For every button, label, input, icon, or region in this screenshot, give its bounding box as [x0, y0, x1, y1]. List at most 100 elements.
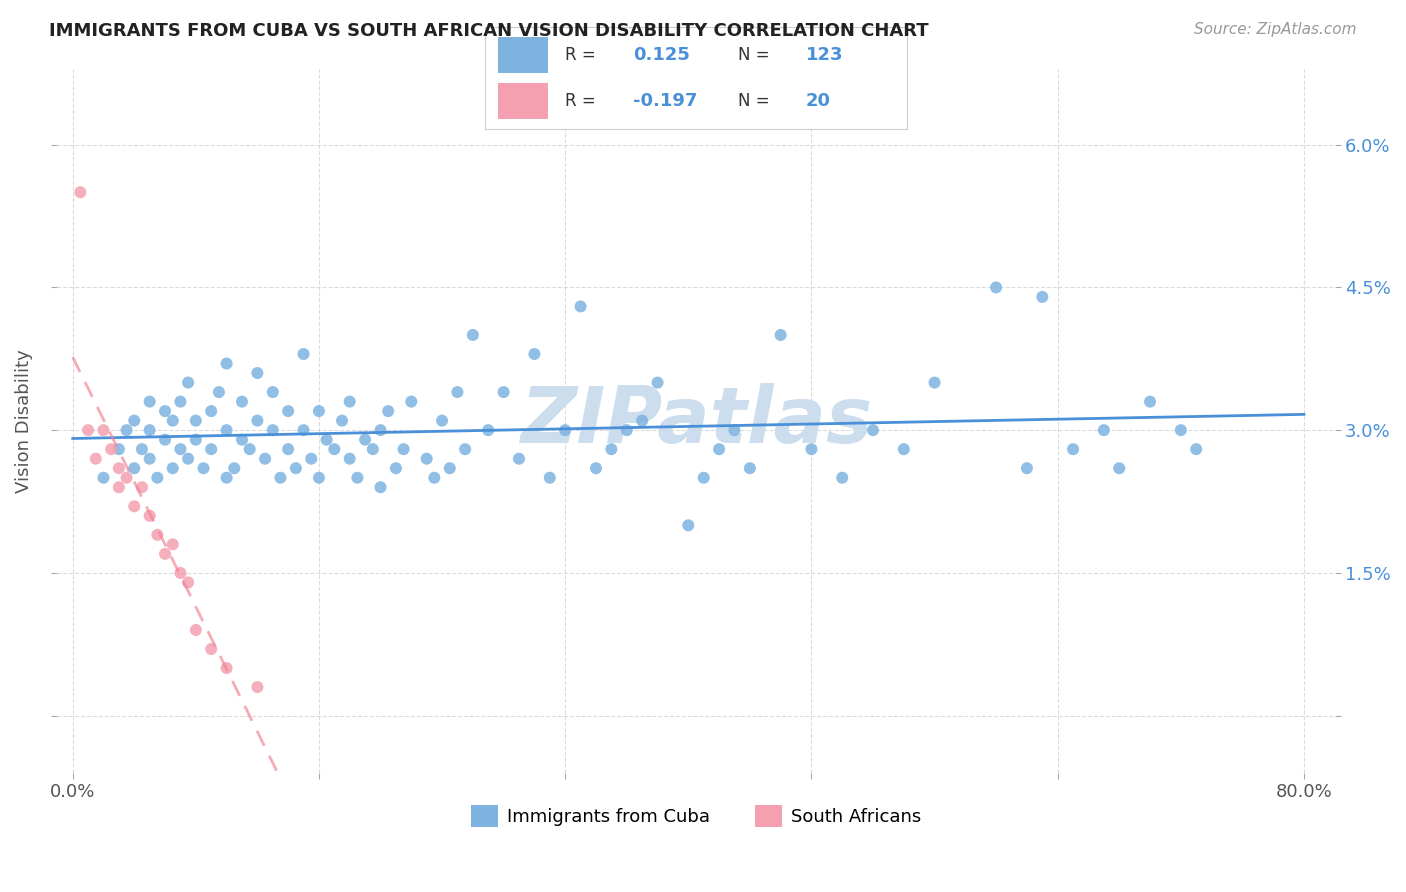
Point [108, 442, 131, 457]
Point [315, 433, 337, 447]
Point [508, 451, 530, 466]
Point [131, 442, 153, 457]
Text: 123: 123 [806, 46, 844, 64]
Point [523, 347, 546, 361]
Point [215, 423, 238, 437]
Point [277, 404, 299, 418]
Point [200, 642, 222, 657]
Point [93, 423, 115, 437]
Point [299, 451, 322, 466]
Point [723, 423, 745, 437]
Point [692, 471, 714, 485]
Point [115, 423, 138, 437]
Point [138, 394, 160, 409]
Point [415, 451, 437, 466]
Point [153, 547, 176, 561]
Point [308, 404, 330, 418]
Point [177, 376, 200, 390]
Bar [498, 37, 548, 73]
Point [461, 328, 484, 343]
Point [585, 461, 607, 475]
Point [162, 461, 184, 475]
Point [177, 451, 200, 466]
Text: N =: N = [738, 46, 769, 64]
Point [893, 442, 915, 457]
Point [77, 423, 100, 437]
Point [162, 537, 184, 551]
Point [108, 461, 131, 475]
Point [423, 471, 446, 485]
Point [193, 461, 215, 475]
Point [339, 394, 361, 409]
Point [401, 394, 423, 409]
Text: -0.197: -0.197 [633, 92, 697, 110]
Point [277, 442, 299, 457]
Point [184, 623, 207, 637]
Point [346, 471, 368, 485]
Point [200, 442, 222, 457]
Point [647, 376, 669, 390]
Point [146, 471, 169, 485]
Point [262, 423, 284, 437]
Point [208, 385, 231, 400]
Point [569, 300, 592, 314]
Point [269, 471, 291, 485]
Point [1108, 461, 1130, 475]
Point [100, 442, 122, 457]
Point [184, 414, 207, 428]
Bar [498, 83, 548, 119]
Legend: Immigrants from Cuba, South Africans: Immigrants from Cuba, South Africans [464, 797, 928, 834]
Y-axis label: Vision Disability: Vision Disability [15, 349, 32, 492]
Point [616, 423, 638, 437]
Point [131, 480, 153, 494]
Point [554, 423, 576, 437]
Point [538, 471, 561, 485]
Point [184, 433, 207, 447]
Point [769, 328, 792, 343]
Point [284, 461, 307, 475]
Point [162, 414, 184, 428]
Point [246, 414, 269, 428]
Point [392, 442, 415, 457]
Point [323, 442, 346, 457]
Point [800, 442, 823, 457]
Text: R =: R = [565, 46, 596, 64]
Point [169, 394, 191, 409]
Point [292, 347, 315, 361]
Point [177, 575, 200, 590]
Point [292, 423, 315, 437]
Point [862, 423, 884, 437]
Point [631, 414, 654, 428]
Point [1139, 394, 1161, 409]
Point [385, 461, 408, 475]
Point [984, 280, 1007, 294]
Point [477, 423, 499, 437]
Point [738, 461, 761, 475]
Text: R =: R = [565, 92, 596, 110]
Point [84, 451, 107, 466]
Point [146, 528, 169, 542]
Point [1185, 442, 1208, 457]
Point [138, 451, 160, 466]
Text: IMMIGRANTS FROM CUBA VS SOUTH AFRICAN VISION DISABILITY CORRELATION CHART: IMMIGRANTS FROM CUBA VS SOUTH AFRICAN VI… [49, 22, 929, 40]
Point [93, 471, 115, 485]
Text: ZIPatlas: ZIPatlas [520, 383, 872, 458]
Point [138, 423, 160, 437]
Point [1170, 423, 1192, 437]
Point [707, 442, 730, 457]
Point [246, 680, 269, 694]
Point [215, 357, 238, 371]
Point [600, 442, 623, 457]
Point [153, 404, 176, 418]
Point [430, 414, 453, 428]
Point [446, 385, 468, 400]
Point [308, 471, 330, 485]
Point [153, 433, 176, 447]
Text: 20: 20 [806, 92, 831, 110]
Point [122, 461, 145, 475]
Point [122, 414, 145, 428]
Point [354, 433, 377, 447]
Point [122, 500, 145, 514]
Point [492, 385, 515, 400]
Point [262, 385, 284, 400]
